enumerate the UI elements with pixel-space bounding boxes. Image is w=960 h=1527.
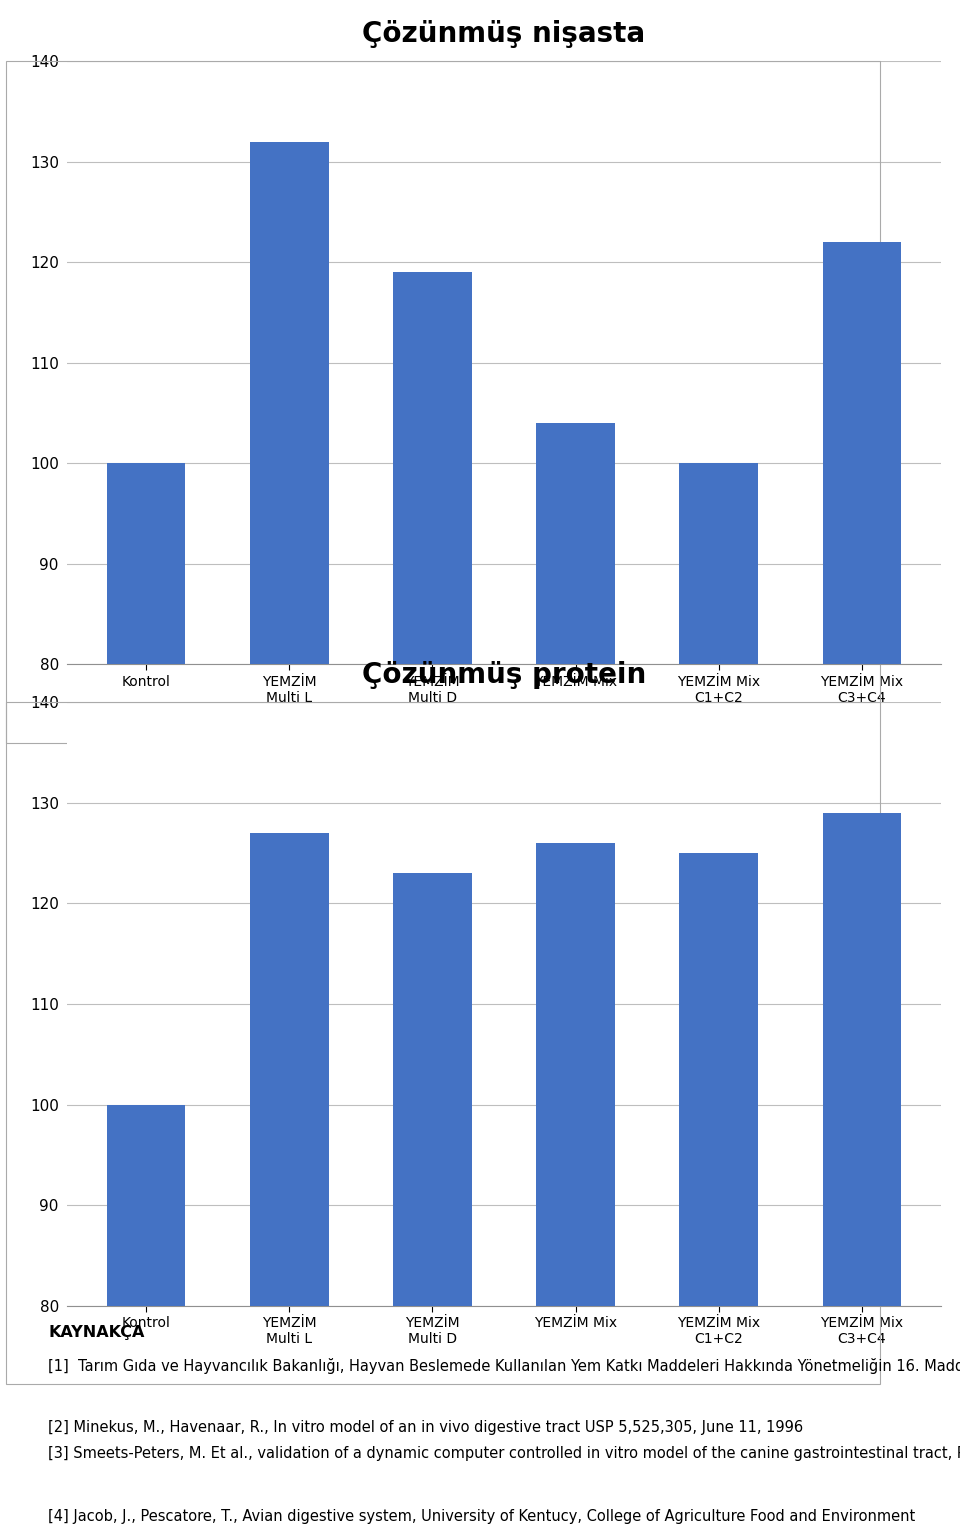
Text: [2] Minekus, M., Havenaar, R., In vitro model of an in vivo digestive tract USP : [2] Minekus, M., Havenaar, R., In vitro … <box>48 1420 804 1435</box>
Text: [3] Smeets-Peters, M. Et al., validation of a dynamic computer controlled in vit: [3] Smeets-Peters, M. Et al., validation… <box>48 1446 960 1460</box>
Bar <box>537 843 615 1527</box>
Bar <box>823 243 901 1469</box>
Text: [1]  Tarım Gıda ve Hayvancılık Bakanlığı, Hayvan Beslemede Kullanılan Yem Katkı : [1] Tarım Gıda ve Hayvancılık Bakanlığı,… <box>48 1358 960 1374</box>
Bar <box>107 1104 185 1527</box>
Bar <box>107 463 185 1469</box>
Bar <box>393 272 471 1469</box>
Bar <box>250 834 328 1527</box>
Text: [4] Jacob, J., Pescatore, T., Avian digestive system, University of Kentucy, Col: [4] Jacob, J., Pescatore, T., Avian dige… <box>48 1509 915 1524</box>
Bar <box>823 812 901 1527</box>
Bar <box>680 854 758 1527</box>
Bar <box>250 142 328 1469</box>
Title: Çözünmüş protein: Çözünmüş protein <box>362 661 646 689</box>
Title: Çözünmüş nişasta: Çözünmüş nişasta <box>363 20 645 47</box>
Text: KAYNAKÇA: KAYNAKÇA <box>48 1325 144 1341</box>
Bar <box>680 463 758 1469</box>
Bar <box>393 873 471 1527</box>
Bar <box>537 423 615 1469</box>
